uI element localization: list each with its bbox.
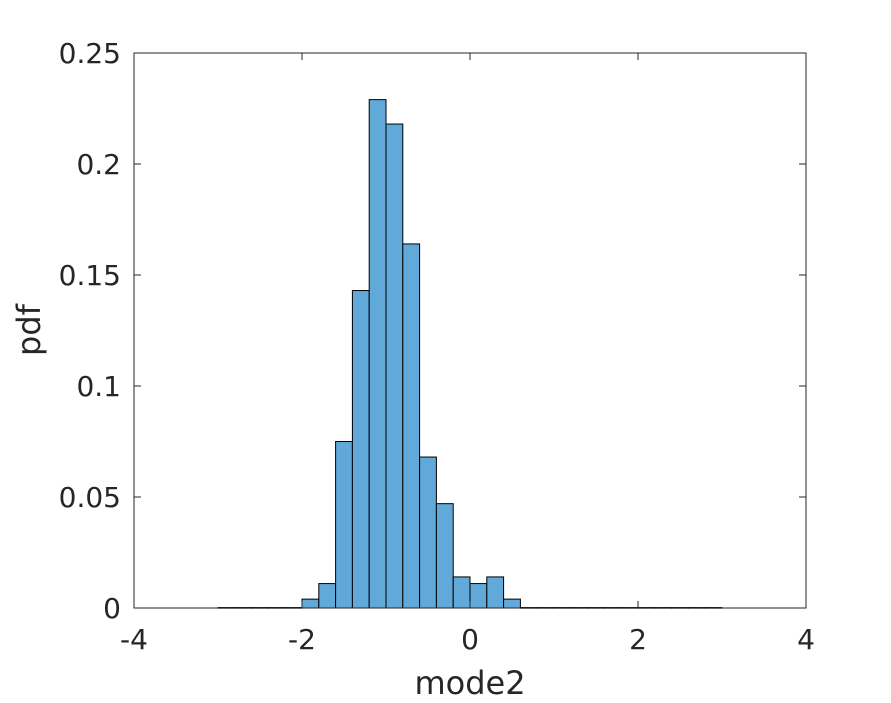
histogram-bar [402, 243, 421, 609]
histogram-bar [503, 598, 521, 609]
bars-group [217, 99, 723, 609]
histogram-bar [318, 583, 337, 609]
histogram-bar [385, 123, 404, 609]
x-tick-label: -2 [288, 623, 316, 656]
x-axis-title: mode2 [414, 664, 525, 702]
histogram-bar [335, 441, 353, 609]
histogram-bar [452, 576, 471, 609]
x-tick-label: 0 [461, 623, 479, 656]
x-tick-label: 4 [797, 623, 815, 656]
plot-area [134, 53, 806, 608]
x-ticks-group: -4 -2 0 2 4 [120, 53, 815, 656]
y-tick-label: 0.2 [76, 148, 121, 181]
x-tick-label: 2 [629, 623, 647, 656]
histogram-bar [351, 290, 370, 609]
histogram-bar [435, 503, 454, 609]
y-tick-label: 0 [103, 592, 121, 625]
x-tick-label: -4 [120, 623, 148, 656]
histogram-bar [368, 99, 387, 609]
histogram-bar [301, 598, 320, 609]
histogram-bar [469, 583, 488, 609]
y-axis-title: pdf [10, 303, 48, 356]
histogram-bar [486, 576, 505, 609]
y-ticks-group: 0 0.05 0.1 0.15 0.2 0.25 [59, 37, 806, 625]
y-tick-label: 0.1 [76, 370, 121, 403]
histogram-bar [419, 456, 437, 609]
y-tick-label: 0.05 [59, 481, 121, 514]
y-tick-label: 0.25 [59, 37, 121, 70]
y-tick-label: 0.15 [59, 259, 121, 292]
